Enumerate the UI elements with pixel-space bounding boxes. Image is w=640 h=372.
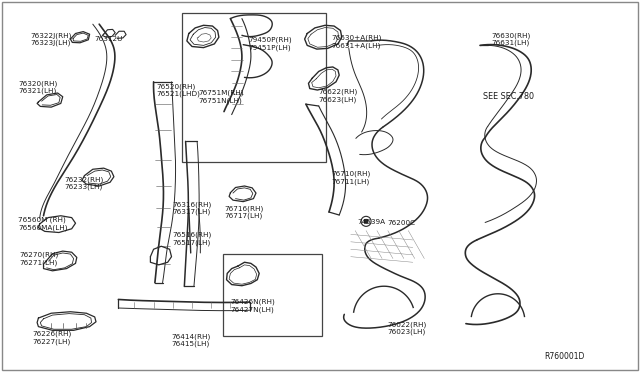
Text: 76630(RH)
76631(LH): 76630(RH) 76631(LH) <box>492 32 531 46</box>
Text: 79450P(RH)
79451P(LH): 79450P(RH) 79451P(LH) <box>248 37 292 51</box>
Text: 76622(RH)
76623(LH): 76622(RH) 76623(LH) <box>319 89 358 103</box>
Text: 76751M(RH)
76751N(LH): 76751M(RH) 76751N(LH) <box>198 90 244 104</box>
Text: 76226(RH)
76227(LH): 76226(RH) 76227(LH) <box>32 331 71 345</box>
Text: 74539A: 74539A <box>357 219 385 225</box>
Text: 76200C: 76200C <box>387 220 415 226</box>
Text: 76516(RH)
76517(LH): 76516(RH) 76517(LH) <box>173 232 212 246</box>
Text: 76022(RH)
76023(LH): 76022(RH) 76023(LH) <box>387 321 426 335</box>
Text: 76520(RH)
76521(LHD): 76520(RH) 76521(LHD) <box>157 83 201 97</box>
Text: 76270(RH)
76271(LH): 76270(RH) 76271(LH) <box>19 251 58 266</box>
Circle shape <box>364 219 368 223</box>
Bar <box>223 254 322 336</box>
Text: 76322J(RH)
76323J(LH): 76322J(RH) 76323J(LH) <box>31 32 72 46</box>
Text: 76320(RH)
76321(LH): 76320(RH) 76321(LH) <box>18 80 57 94</box>
Text: 76414(RH)
76415(LH): 76414(RH) 76415(LH) <box>172 333 211 347</box>
Text: R760001D: R760001D <box>544 352 584 361</box>
Text: 76316(RH)
76317(LH): 76316(RH) 76317(LH) <box>173 201 212 215</box>
Text: 76630+A(RH)
76631+A(LH): 76630+A(RH) 76631+A(LH) <box>332 35 382 49</box>
Text: 76716(RH)
76717(LH): 76716(RH) 76717(LH) <box>224 205 263 219</box>
Text: 76426N(RH)
76427N(LH): 76426N(RH) 76427N(LH) <box>230 299 275 313</box>
Text: 76710(RH)
76711(LH): 76710(RH) 76711(LH) <box>332 171 371 185</box>
Text: 76232(RH)
76233(LH): 76232(RH) 76233(LH) <box>64 176 103 190</box>
Text: 76312U: 76312U <box>95 36 123 42</box>
Text: 76560M (RH)
76560MA(LH): 76560M (RH) 76560MA(LH) <box>18 217 67 231</box>
Text: SEE SEC.780: SEE SEC.780 <box>483 92 534 101</box>
Bar <box>182 13 326 162</box>
